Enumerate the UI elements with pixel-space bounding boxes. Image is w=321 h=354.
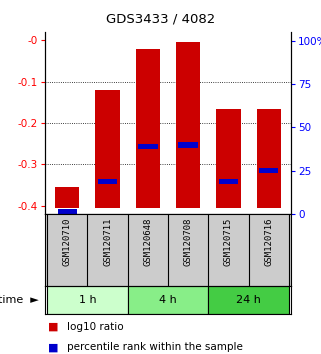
Bar xyxy=(257,109,281,208)
Text: percentile rank within the sample: percentile rank within the sample xyxy=(67,342,243,353)
Text: log10 ratio: log10 ratio xyxy=(67,322,124,332)
Bar xyxy=(95,90,120,208)
Bar xyxy=(208,286,289,314)
Bar xyxy=(259,168,279,173)
Bar xyxy=(98,178,117,184)
Bar xyxy=(219,178,238,184)
Bar xyxy=(136,49,160,208)
Bar xyxy=(55,187,79,208)
Text: 4 h: 4 h xyxy=(159,295,177,305)
Bar xyxy=(176,42,200,208)
Text: time  ►: time ► xyxy=(0,295,39,305)
Text: GSM120711: GSM120711 xyxy=(103,218,112,266)
Bar xyxy=(47,286,128,314)
Text: GSM120710: GSM120710 xyxy=(63,218,72,266)
Text: ■: ■ xyxy=(48,342,59,353)
Bar xyxy=(178,142,198,148)
Text: GSM120715: GSM120715 xyxy=(224,218,233,266)
Text: GDS3433 / 4082: GDS3433 / 4082 xyxy=(106,12,215,25)
Text: GSM120708: GSM120708 xyxy=(184,218,193,266)
Bar xyxy=(138,144,158,149)
Text: GSM120716: GSM120716 xyxy=(264,218,273,266)
Bar xyxy=(216,109,241,208)
Text: ■: ■ xyxy=(48,322,59,332)
Text: 1 h: 1 h xyxy=(79,295,96,305)
Bar xyxy=(128,286,208,314)
Bar xyxy=(57,210,77,215)
Text: 24 h: 24 h xyxy=(236,295,261,305)
Text: GSM120648: GSM120648 xyxy=(143,218,152,266)
